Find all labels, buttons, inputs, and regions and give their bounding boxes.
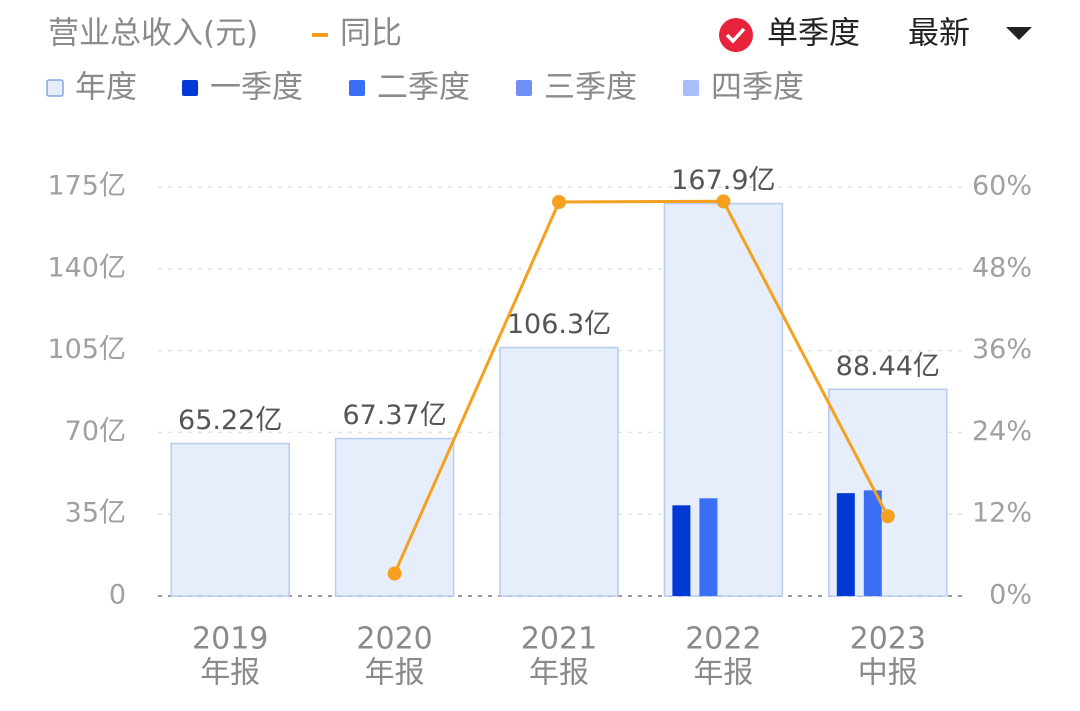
quarterly-toggle[interactable]: 单季度	[719, 16, 860, 53]
data-label: 65.22亿	[178, 405, 282, 436]
bar	[499, 346, 619, 597]
y2-tick-label: 48%	[972, 252, 1032, 283]
y-tick-label: 70亿	[65, 416, 126, 447]
legend-swatch	[46, 79, 64, 97]
x-tick-label: 2022	[685, 622, 761, 657]
period-dropdown[interactable]: 最新	[908, 16, 1032, 52]
x-tick-label: 年报	[529, 656, 589, 691]
x-tick-label: 年报	[693, 656, 753, 691]
legend-label: 同比	[340, 16, 402, 52]
x-tick-label: 年报	[200, 656, 260, 691]
quarter-bar	[836, 493, 855, 596]
checkbox[interactable]	[719, 18, 753, 52]
x-tick-label: 年报	[365, 656, 425, 691]
legend-label: 一季度	[210, 70, 303, 106]
y2-tick-label: 0%	[989, 580, 1032, 611]
y2-tick-label: 60%	[972, 171, 1032, 202]
x-tick-label: 2020	[356, 622, 432, 657]
line-point	[880, 509, 895, 524]
line	[393, 199, 890, 575]
quarter-bar	[863, 490, 882, 596]
legend-swatch	[516, 80, 532, 96]
y-tick-label: 175亿	[47, 171, 126, 202]
y2-tick-label: 24%	[972, 416, 1032, 447]
check-icon	[725, 27, 746, 44]
y-tick-label: 35亿	[65, 498, 126, 529]
y2-tick-label: 12%	[972, 498, 1032, 529]
x-tick-label: 2021	[521, 622, 597, 657]
legend-label: 年度	[75, 70, 137, 106]
x-tick-label: 中报	[858, 656, 918, 691]
line-point	[552, 194, 566, 209]
x-tick-label: 2023	[850, 622, 926, 657]
data-label: 88.44亿	[836, 351, 940, 382]
legend-swatch	[683, 80, 699, 96]
data-label: 106.3亿	[507, 309, 611, 340]
line-point	[387, 566, 402, 581]
y-tick-label: 105亿	[47, 334, 126, 365]
legend-label: 二季度	[377, 70, 470, 106]
legend-swatch	[182, 80, 198, 96]
dropdown-label[interactable]: 最新	[908, 16, 970, 52]
quarter-bar	[699, 498, 718, 596]
dropdown-arrow[interactable]	[1006, 27, 1032, 40]
toggle-label[interactable]: 单季度	[767, 16, 860, 52]
y-tick-label: 140亿	[47, 252, 126, 283]
y2-tick-label: 36%	[972, 334, 1032, 365]
chart-title: 营业总收入(元)	[48, 16, 258, 52]
quarter-bar	[672, 505, 691, 596]
legend-label: 四季度	[711, 70, 804, 106]
data-label: 67.37亿	[342, 400, 446, 431]
bar	[170, 442, 290, 597]
x-tick-label: 2019	[192, 622, 268, 657]
legend-swatch	[349, 80, 365, 96]
y-tick-label: 0	[109, 580, 126, 611]
legend-label: 三季度	[544, 70, 637, 106]
data-label: 167.9亿	[671, 165, 775, 196]
line-point	[716, 194, 731, 209]
